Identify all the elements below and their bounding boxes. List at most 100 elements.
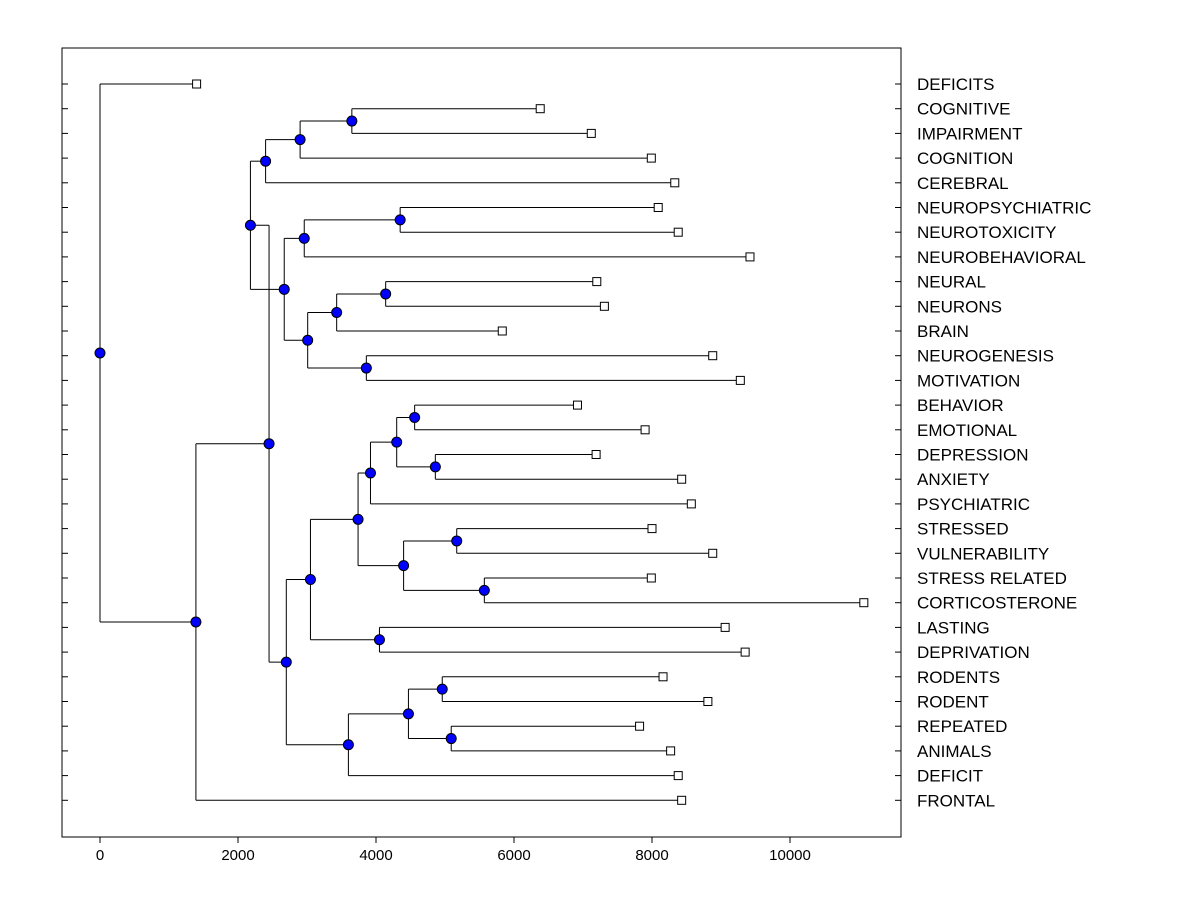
leaf-label: NEURAL — [917, 273, 986, 292]
merge-node — [360, 362, 372, 374]
leaf-label: NEUROBEHAVIORAL — [917, 248, 1086, 267]
merge-node — [364, 467, 376, 479]
leaf-marker — [735, 375, 745, 385]
merge-node — [394, 214, 406, 226]
leaf-marker — [745, 252, 755, 262]
dendrogram-links — [99, 83, 864, 801]
x-tick-label: 10000 — [769, 847, 811, 864]
leaf-marker — [708, 548, 718, 558]
leaf-label: FRONTAL — [917, 791, 995, 810]
leaf-marker — [635, 721, 645, 731]
x-tick-label: 4000 — [359, 847, 392, 864]
leaf-label: VULNERABILITY — [917, 544, 1049, 563]
leaf-marker — [646, 573, 656, 583]
leaf-label: ANXIETY — [917, 470, 990, 489]
merge-node — [263, 438, 275, 450]
leaf-label: STRESS RELATED — [917, 569, 1067, 588]
merge-node — [436, 683, 448, 695]
merge-node — [409, 411, 421, 423]
axis-ticks: 0 2000 4000 6000 8000 10000 — [62, 83, 901, 864]
leaf-marker — [653, 203, 663, 212]
leaf-marker — [592, 277, 602, 287]
leaf-label: NEURONS — [917, 297, 1002, 316]
merge-node — [304, 574, 316, 586]
merge-node — [352, 513, 364, 525]
leaf-label: COGNITIVE — [917, 100, 1011, 119]
leaf-marker — [677, 795, 687, 805]
leaf-marker — [647, 524, 657, 534]
x-tick-label: 2000 — [221, 847, 254, 864]
merge-node — [298, 232, 310, 244]
leaf-label: REPEATED — [917, 717, 1007, 736]
leaf-marker — [658, 672, 668, 682]
merge-node — [445, 733, 457, 745]
merge-node — [478, 584, 490, 596]
x-tick-label: 0 — [96, 847, 104, 864]
leaf-label: CEREBRAL — [917, 174, 1009, 193]
leaf-marker — [673, 771, 683, 781]
leaf-label: BEHAVIOR — [917, 396, 1004, 415]
leaf-label: STRESSED — [917, 520, 1009, 539]
leaf-marker — [859, 598, 869, 608]
merge-node — [402, 708, 414, 720]
leaf-label: EMOTIONAL — [917, 421, 1017, 440]
leaf-label: RODENT — [917, 693, 989, 712]
leaf-label: LASTING — [917, 618, 990, 637]
leaf-label: MOTIVATION — [917, 371, 1020, 390]
leaf-marker — [666, 746, 676, 756]
leaf-marker — [703, 697, 713, 706]
leaf-label: NEUROPSYCHIATRIC — [917, 199, 1091, 218]
leaf-label: ANIMALS — [917, 742, 992, 761]
leaf-marker — [670, 178, 680, 188]
merge-node — [294, 134, 306, 146]
leaf-marker — [708, 351, 718, 361]
merge-node — [380, 288, 392, 300]
leaf-markers — [192, 79, 869, 805]
leaf-marker — [599, 301, 609, 311]
leaf-marker — [646, 153, 656, 163]
leaf-label: IMPAIRMENT — [917, 124, 1022, 143]
merge-node — [244, 219, 256, 231]
leaf-label: DEFICIT — [917, 767, 983, 786]
x-tick-label: 6000 — [497, 847, 530, 864]
merge-node — [398, 560, 410, 572]
merge-node — [342, 739, 354, 751]
leaf-marker — [497, 326, 507, 336]
leaf-marker — [192, 79, 202, 89]
merge-node — [190, 616, 202, 628]
leaf-marker — [640, 425, 650, 435]
leaf-marker — [586, 128, 596, 138]
leaf-label: DEPRESSION — [917, 446, 1028, 465]
merge-node — [346, 115, 358, 127]
leaf-label: DEFICITS — [917, 75, 994, 94]
leaf-label: CORTICOSTERONE — [917, 594, 1077, 613]
leaf-labels: DEFICITS COGNITIVE IMPAIRMENT COGNITION CERE… — [917, 75, 1091, 810]
leaf-marker — [572, 400, 582, 410]
merge-node — [373, 634, 385, 646]
merge-node — [451, 535, 463, 547]
leaf-label: BRAIN — [917, 322, 969, 341]
leaf-label: RODENTS — [917, 668, 1000, 687]
merge-node — [302, 334, 314, 346]
merge-node — [260, 155, 272, 167]
x-tick-label: 8000 — [635, 847, 668, 864]
merge-node — [331, 306, 343, 318]
merge-node — [280, 656, 292, 668]
merge-node — [391, 436, 403, 448]
leaf-label: PSYCHIATRIC — [917, 495, 1030, 514]
leaf-label: DEPRIVATION — [917, 643, 1030, 662]
merge-node — [278, 283, 290, 295]
leaf-label: NEUROTOXICITY — [917, 223, 1056, 242]
leaf-label: NEUROGENESIS — [917, 347, 1054, 366]
leaf-marker — [686, 499, 696, 509]
merge-node — [94, 347, 106, 359]
leaf-marker — [720, 622, 730, 632]
plot-frame — [61, 47, 902, 838]
leaf-marker — [740, 647, 750, 657]
leaf-marker — [591, 450, 601, 459]
leaf-label: COGNITION — [917, 149, 1013, 168]
leaf-marker — [673, 227, 683, 237]
merge-node — [429, 461, 441, 473]
leaf-marker — [677, 474, 687, 484]
